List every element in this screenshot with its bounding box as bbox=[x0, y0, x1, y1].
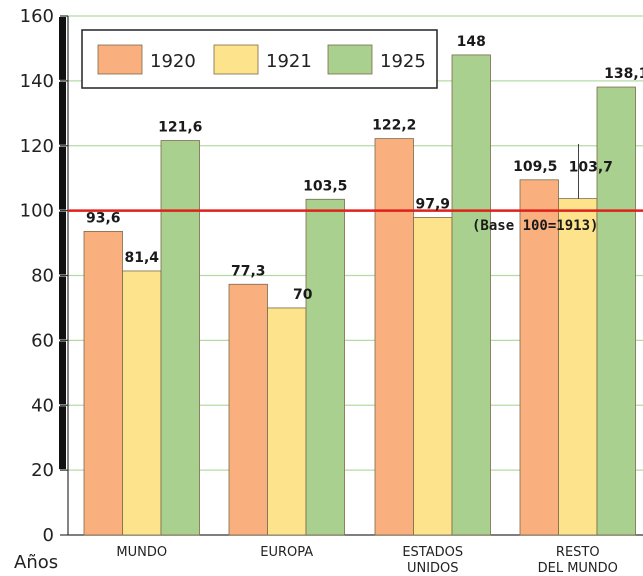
x-category-label: DEL MUNDO bbox=[538, 561, 618, 576]
data-label: 121,6 bbox=[158, 120, 202, 136]
y-tick-label: 120 bbox=[20, 136, 54, 157]
legend: 1920 1921 1925 bbox=[81, 29, 438, 89]
data-label: 148 bbox=[457, 34, 486, 50]
bars bbox=[83, 54, 636, 536]
legend-label: 1925 bbox=[380, 51, 426, 72]
y-tick-label: 40 bbox=[31, 395, 54, 416]
x-axis-label: Años bbox=[14, 552, 58, 573]
x-category-label: EUROPA bbox=[260, 545, 313, 560]
data-label: 138,1 bbox=[604, 66, 643, 82]
bar bbox=[558, 198, 598, 536]
y-axis-segment bbox=[59, 276, 66, 340]
y-tick-label: 0 bbox=[43, 525, 54, 546]
data-label: 109,5 bbox=[513, 159, 557, 175]
reference-line-group: (Base 100=1913) bbox=[68, 209, 643, 234]
data-label: 93,6 bbox=[86, 210, 121, 226]
y-axis-segment bbox=[59, 146, 66, 210]
y-axis-segment bbox=[59, 81, 66, 145]
y-tick-label: 100 bbox=[20, 201, 54, 222]
legend-label: 1920 bbox=[150, 51, 196, 72]
bar bbox=[305, 198, 345, 536]
y-axis-segment bbox=[59, 17, 66, 80]
data-label: 81,4 bbox=[124, 250, 159, 266]
bar bbox=[413, 217, 453, 536]
legend-swatch bbox=[213, 44, 259, 75]
data-label: 77,3 bbox=[231, 263, 266, 279]
data-label: 70 bbox=[293, 287, 313, 303]
y-axis-segment bbox=[59, 406, 66, 470]
x-category-label: ESTADOS bbox=[402, 545, 463, 560]
y-tick-label: 80 bbox=[31, 266, 54, 287]
y-axis: 0 20 40 60 80 100 120 140 160 bbox=[20, 6, 643, 546]
y-axis-segment bbox=[59, 341, 66, 405]
y-axis-segment bbox=[59, 211, 66, 275]
bar bbox=[451, 54, 491, 536]
bar bbox=[267, 307, 307, 536]
data-label: 103,5 bbox=[303, 178, 347, 194]
bar bbox=[228, 283, 268, 536]
data-labels: 93,6 77,3 122,2 109,5 81,4 70 97,9 103,7 121,6 10… bbox=[86, 34, 643, 303]
bar bbox=[122, 270, 162, 536]
x-category-label: UNIDOS bbox=[407, 561, 459, 576]
y-tick-label: 160 bbox=[20, 6, 54, 27]
reference-line-label: (Base 100=1913) bbox=[472, 218, 598, 234]
bar bbox=[596, 86, 636, 536]
legend-label: 1921 bbox=[266, 51, 312, 72]
bar bbox=[83, 230, 123, 536]
y-tick-label: 140 bbox=[20, 71, 54, 92]
x-category-label: RESTO bbox=[556, 545, 600, 560]
bar bbox=[160, 140, 200, 536]
data-label: 97,9 bbox=[415, 196, 450, 212]
bar bbox=[374, 138, 414, 536]
bar bbox=[519, 179, 559, 536]
y-tick-label: 60 bbox=[31, 330, 54, 351]
legend-swatch bbox=[97, 44, 143, 75]
y-tick-label: 20 bbox=[31, 460, 54, 481]
data-label: 122,2 bbox=[372, 118, 416, 134]
x-category-label: MUNDO bbox=[116, 545, 167, 560]
data-label: 103,7 bbox=[569, 160, 613, 176]
legend-swatch bbox=[327, 44, 373, 75]
